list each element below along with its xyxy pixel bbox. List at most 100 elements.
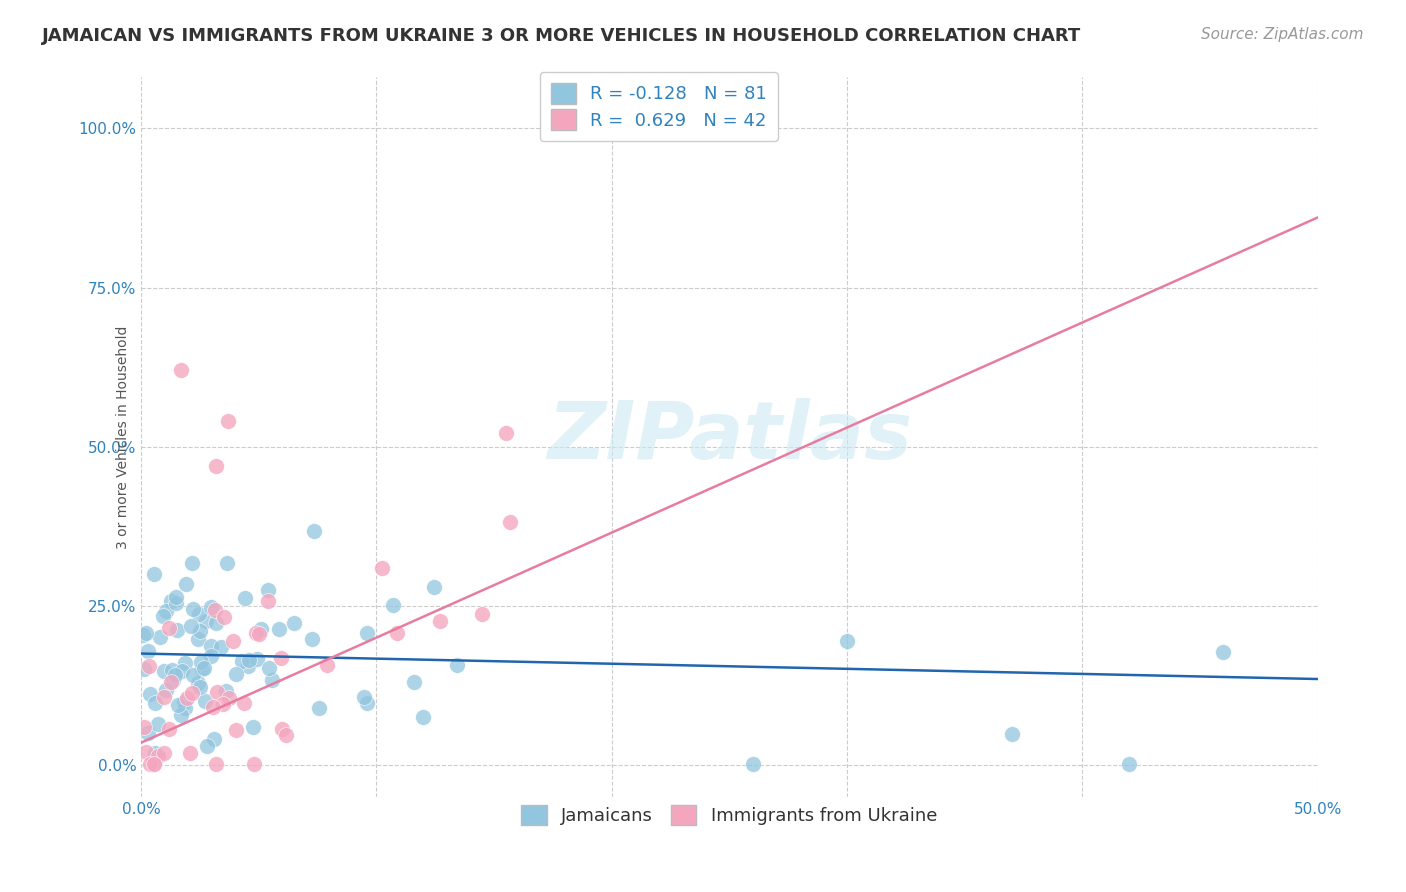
Text: ZIPatlas: ZIPatlas <box>547 398 912 476</box>
Point <box>200 600 222 615</box>
Point <box>152 665 174 679</box>
Point <box>193 660 215 674</box>
Point <box>242 757 264 772</box>
Point <box>160 663 183 677</box>
Point <box>741 757 763 772</box>
Point <box>201 700 224 714</box>
Legend: Jamaicans, Immigrants from Ukraine: Jamaicans, Immigrants from Ukraine <box>512 796 946 835</box>
Point <box>190 656 212 670</box>
Point <box>146 716 169 731</box>
Point <box>174 656 197 670</box>
Point <box>304 524 326 538</box>
Point <box>135 745 157 759</box>
Point <box>270 722 292 736</box>
Point <box>249 622 271 636</box>
Point <box>143 746 166 760</box>
Point <box>187 675 209 690</box>
Point <box>143 566 166 581</box>
Point <box>356 696 378 710</box>
Point <box>205 616 228 631</box>
Point <box>231 654 253 668</box>
Point <box>212 697 235 711</box>
Point <box>204 757 226 772</box>
Point <box>274 728 297 742</box>
Point <box>218 690 240 705</box>
Point <box>200 639 222 653</box>
Point <box>191 662 214 676</box>
Point <box>301 632 323 647</box>
Point <box>183 668 205 682</box>
Point <box>179 746 201 760</box>
Point <box>153 690 176 704</box>
Point <box>176 691 198 706</box>
Point <box>143 696 166 710</box>
Point <box>247 627 270 641</box>
Point <box>180 619 202 633</box>
Point <box>242 720 264 734</box>
Point <box>132 628 155 642</box>
Point <box>1212 644 1234 658</box>
Point <box>495 425 517 440</box>
Point <box>353 690 375 704</box>
Point <box>382 598 405 612</box>
Point <box>260 673 283 688</box>
Text: JAMAICAN VS IMMIGRANTS FROM UKRAINE 3 OR MORE VEHICLES IN HOUSEHOLD CORRELATION : JAMAICAN VS IMMIGRANTS FROM UKRAINE 3 OR… <box>42 27 1081 45</box>
Point <box>214 610 236 624</box>
Point <box>233 591 256 605</box>
Point <box>170 363 193 377</box>
Point <box>270 650 292 665</box>
Point <box>257 594 280 608</box>
Point <box>387 625 409 640</box>
Point <box>181 602 204 616</box>
Point <box>170 707 193 722</box>
Point <box>246 652 269 666</box>
Point <box>1118 757 1140 772</box>
Point <box>153 746 176 760</box>
Point <box>165 596 187 610</box>
Point <box>207 684 229 698</box>
Point <box>222 634 245 648</box>
Point <box>157 621 180 635</box>
Point <box>132 662 155 676</box>
Point <box>225 723 247 737</box>
Point <box>148 748 170 763</box>
Point <box>134 720 156 734</box>
Point <box>225 667 247 681</box>
Point <box>143 757 166 772</box>
Point <box>204 458 226 473</box>
Point <box>135 626 157 640</box>
Point <box>1001 726 1024 740</box>
Point <box>187 632 209 646</box>
Point <box>159 593 181 607</box>
Point <box>139 757 162 772</box>
Point <box>160 675 183 690</box>
Point <box>232 697 254 711</box>
Point <box>194 693 217 707</box>
Point <box>195 614 218 628</box>
Point <box>155 682 177 697</box>
Point <box>162 673 184 687</box>
Point <box>200 649 222 664</box>
Point <box>412 710 434 724</box>
Point <box>238 653 260 667</box>
Point <box>499 515 522 529</box>
Point <box>190 624 212 639</box>
Point <box>202 732 225 747</box>
Point <box>429 614 451 628</box>
Point <box>188 680 211 694</box>
Point <box>139 687 162 701</box>
Point <box>204 603 226 617</box>
Point <box>316 657 339 672</box>
Point <box>423 581 446 595</box>
Point <box>165 590 187 604</box>
Point <box>174 576 197 591</box>
Point <box>404 675 426 690</box>
Point <box>180 556 202 570</box>
Point <box>152 608 174 623</box>
Point <box>356 626 378 640</box>
Point <box>188 607 211 622</box>
Point <box>136 644 159 658</box>
Point <box>163 668 186 682</box>
Point <box>166 624 188 638</box>
Y-axis label: 3 or more Vehicles in Household: 3 or more Vehicles in Household <box>117 326 129 549</box>
